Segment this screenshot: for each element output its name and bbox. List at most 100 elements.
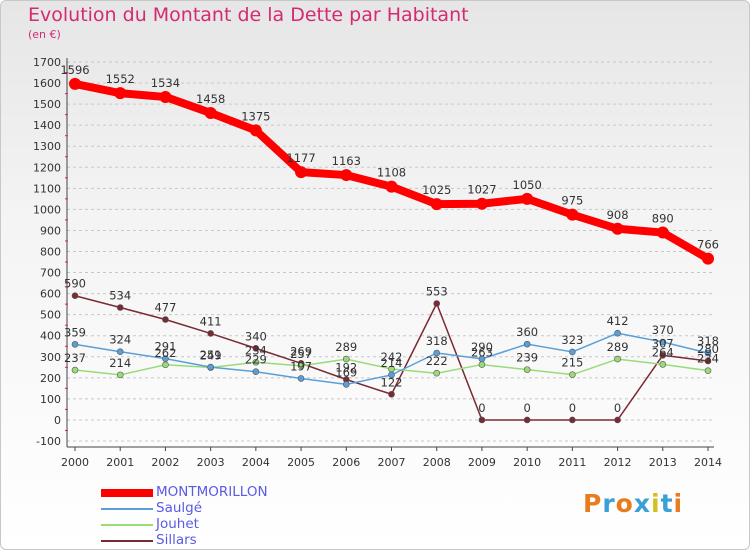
data-point (204, 106, 217, 119)
data-label: 370 (652, 323, 674, 337)
data-point (295, 166, 308, 179)
data-point (702, 252, 714, 265)
data-label: 291 (154, 340, 176, 354)
y-tick-label: 1700 (33, 56, 61, 69)
data-label: 222 (426, 354, 448, 368)
data-point (207, 330, 214, 337)
data-label: 251 (200, 348, 222, 362)
data-label: 534 (109, 289, 131, 303)
legend-swatch-sillars (101, 540, 153, 542)
data-point (342, 381, 350, 388)
data-point (433, 349, 441, 357)
data-point (569, 348, 576, 356)
data-label: 360 (516, 325, 538, 339)
data-point (656, 226, 669, 239)
data-point (116, 371, 124, 379)
y-tick-label: 1600 (33, 77, 61, 90)
data-point (385, 180, 398, 193)
x-tick-label: 2000 (61, 456, 89, 469)
data-label: 257 (290, 347, 312, 361)
data-point (71, 341, 79, 348)
x-tick-label: 2002 (151, 456, 179, 469)
y-tick-label: 400 (40, 330, 61, 343)
data-label: 1596 (60, 63, 89, 77)
data-point (523, 416, 531, 424)
data-label: 1027 (467, 183, 496, 197)
x-tick-label: 2010 (513, 456, 541, 469)
data-label: 340 (245, 329, 267, 343)
data-point (207, 363, 214, 371)
data-point (162, 361, 169, 369)
data-label: 280 (697, 342, 719, 356)
data-label: 1050 (513, 178, 542, 192)
logo-letter: i (673, 489, 684, 518)
y-tick-label: 1400 (33, 119, 61, 132)
data-point (252, 358, 260, 366)
data-point (116, 304, 124, 311)
data-point (569, 371, 576, 378)
data-label: 766 (697, 238, 719, 252)
data-point (71, 366, 79, 374)
y-tick-label: 300 (40, 351, 61, 364)
data-label: 229 (245, 353, 267, 367)
data-label: 242 (381, 350, 403, 364)
legend-swatch-saulge (101, 508, 153, 510)
x-tick-label: 2005 (287, 456, 315, 469)
legend-label-sillars: Sillars (156, 532, 197, 548)
x-tick-label: 2007 (378, 456, 406, 469)
y-tick-label: 900 (40, 224, 61, 237)
y-tick-label: 600 (40, 288, 61, 301)
x-tick-label: 2006 (332, 456, 360, 469)
data-label: 169 (335, 365, 357, 379)
data-point (521, 192, 534, 205)
data-point (523, 366, 531, 373)
logo-letter: i (651, 489, 661, 518)
data-label: 234 (697, 352, 719, 366)
data-label: 1177 (286, 151, 315, 165)
data-point (162, 316, 169, 323)
data-point (71, 292, 79, 300)
logo-letter: x (633, 489, 651, 518)
y-tick-label: 700 (40, 267, 61, 280)
data-label: 214 (109, 356, 131, 370)
data-label: 197 (290, 359, 312, 373)
data-label: 908 (607, 208, 629, 222)
proxiti-logo: Proxiti (583, 489, 683, 518)
y-tick-label: 100 (40, 393, 61, 406)
data-point (342, 355, 350, 363)
data-point (252, 368, 260, 376)
data-point (159, 90, 172, 103)
data-point (249, 124, 262, 137)
legend-label-jouhet: Jouhet (156, 516, 199, 532)
data-point (611, 222, 624, 235)
data-point (69, 77, 81, 90)
data-label: 411 (200, 314, 222, 328)
data-label: 324 (109, 333, 131, 347)
x-tick-label: 2001 (106, 456, 134, 469)
data-label: 412 (607, 314, 629, 328)
legend-swatch-jouhet (101, 524, 153, 526)
data-point (659, 338, 667, 346)
y-tick-label: 500 (40, 309, 61, 322)
data-label: 264 (652, 345, 674, 359)
data-point (162, 355, 169, 362)
chart-title: Evolution du Montant de la Dette par Hab… (28, 4, 469, 26)
data-label: 122 (381, 375, 403, 389)
y-tick-label: 200 (40, 372, 61, 385)
data-label: 234 (245, 343, 267, 357)
x-tick-label: 2013 (649, 456, 677, 469)
data-label: 553 (426, 285, 448, 299)
x-tick-label: 2011 (558, 456, 586, 469)
y-tick-label: 1100 (33, 182, 61, 195)
data-point (614, 329, 621, 337)
data-label: 318 (697, 334, 719, 348)
logo-letter: o (615, 489, 634, 518)
legend-label-montmorillon: MONTMORILLON (156, 484, 268, 500)
data-label: 1534 (151, 76, 180, 90)
x-tick-label: 2009 (468, 456, 496, 469)
y-tick-label: 1300 (33, 140, 61, 153)
data-point (704, 349, 712, 357)
data-label: 0 (478, 401, 485, 415)
data-label: 323 (561, 333, 583, 347)
